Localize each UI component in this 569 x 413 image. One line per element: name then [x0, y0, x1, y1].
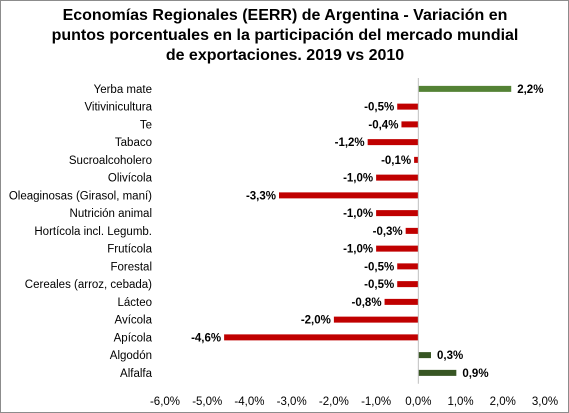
x-tick-label: -6,0%: [150, 396, 180, 408]
bar: [333, 316, 419, 323]
x-tick-label: -2,0%: [319, 396, 349, 408]
data-label: 0,3%: [437, 350, 463, 362]
chart-title: Economías Regionales (EERR) de Argentina…: [40, 6, 530, 66]
bar: [224, 334, 419, 341]
category-label: Alfalfa: [120, 368, 153, 380]
category-label: Yerba mate: [94, 84, 152, 96]
data-label: -2,0%: [301, 315, 331, 327]
data-label: -1,0%: [343, 173, 373, 185]
data-label: -0,3%: [373, 226, 403, 238]
category-label: Apícola: [114, 332, 153, 344]
category-label: Algodón: [110, 350, 152, 362]
data-label: -3,3%: [246, 190, 276, 202]
chart-title-line-1: Economías Regionales (EERR) de Argentina…: [62, 7, 508, 24]
category-label: Sucroalcoholero: [69, 155, 152, 167]
x-tick-label: -4,0%: [234, 396, 264, 408]
data-label: -0,8%: [352, 297, 382, 309]
data-label: -0,5%: [364, 261, 394, 273]
chart-title-line-3: de exportaciones. 2019 vs 2010: [165, 47, 405, 64]
data-label: -1,0%: [343, 244, 373, 256]
bar: [279, 192, 419, 199]
x-tick-label: 0,0%: [405, 396, 431, 408]
x-tick-label: 1,0%: [447, 396, 473, 408]
data-label: -0,4%: [368, 119, 398, 131]
bar: [401, 121, 419, 128]
category-label: Oleaginosas (Girasol, maní): [9, 190, 152, 202]
category-label: Frutícola: [107, 244, 152, 256]
bar: [414, 156, 419, 163]
category-label: Vitivinicultura: [84, 102, 152, 114]
bar: [418, 369, 457, 376]
x-tick-label: -5,0%: [192, 396, 222, 408]
data-label: -0,1%: [381, 155, 411, 167]
data-label: -1,2%: [335, 137, 365, 149]
x-tick-label: 3,0%: [532, 396, 558, 408]
chart-title-line-2: puntos porcentuales en la participación …: [51, 27, 519, 44]
bar: [397, 103, 419, 110]
bar: [397, 281, 419, 288]
bar: [367, 139, 419, 146]
data-label: -1,0%: [343, 208, 373, 220]
category-label: Te: [140, 119, 152, 131]
bar: [405, 227, 419, 234]
x-tick-label: -1,0%: [361, 396, 391, 408]
category-label: Nutrición animal: [70, 208, 152, 220]
data-label: 2,2%: [517, 84, 543, 96]
data-label: -0,5%: [364, 102, 394, 114]
bar: [384, 298, 419, 305]
bar: [376, 210, 419, 217]
category-label: Olivícola: [108, 173, 153, 185]
category-label: Forestal: [110, 261, 152, 273]
category-label: Lácteo: [117, 297, 152, 309]
data-label: -4,6%: [191, 332, 221, 344]
bar: [418, 85, 512, 92]
category-label: Tabaco: [115, 137, 152, 149]
category-label: Avícola: [114, 315, 152, 327]
bar: [418, 352, 431, 359]
bar: [376, 174, 419, 181]
category-label: Hortícola incl. Legumb.: [34, 226, 152, 238]
data-label: 0,9%: [462, 368, 488, 380]
data-label: -0,5%: [364, 279, 394, 291]
category-label: Cereales (arroz, cebada): [25, 279, 152, 291]
x-tick-label: -3,0%: [277, 396, 307, 408]
bar: [397, 263, 419, 270]
x-tick-label: 2,0%: [490, 396, 516, 408]
bar: [376, 245, 419, 252]
